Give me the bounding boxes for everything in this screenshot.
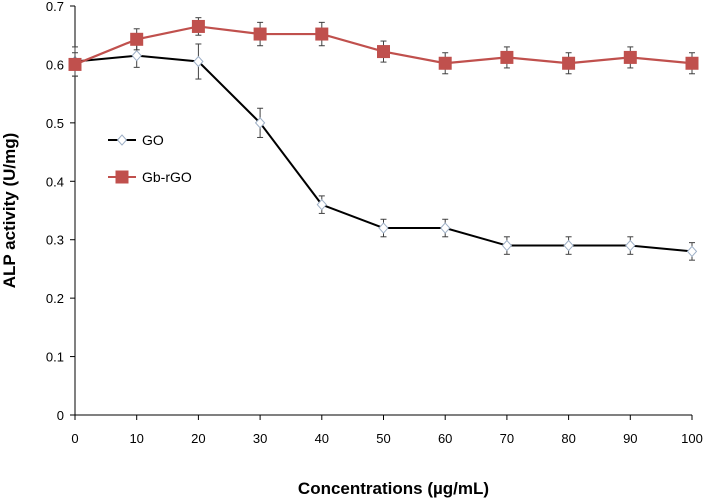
y-tick-label: 0.7 bbox=[46, 0, 64, 14]
data-point-go bbox=[686, 245, 698, 258]
data-point-go bbox=[440, 222, 451, 234]
data-point-go bbox=[131, 49, 142, 62]
data-point-gb-rgo bbox=[377, 45, 390, 59]
x-axis-title: Concentrations (µg/mL) bbox=[298, 479, 489, 498]
x-tick-label: 30 bbox=[253, 431, 267, 446]
data-point-gb-rgo bbox=[438, 56, 452, 70]
data-point-go bbox=[193, 55, 204, 68]
x-tick-label: 70 bbox=[500, 431, 514, 446]
x-tick-label: 80 bbox=[561, 431, 575, 446]
series-go bbox=[69, 43, 698, 261]
data-point-gb-rgo bbox=[500, 50, 514, 64]
data-point-gb-rgo bbox=[623, 50, 637, 64]
data-point-gb-rgo bbox=[315, 27, 329, 41]
data-point-gb-rgo bbox=[68, 57, 82, 71]
legend-label-go: GO bbox=[142, 132, 164, 148]
data-point-gb-rgo bbox=[191, 19, 205, 33]
x-tick-label: 100 bbox=[681, 431, 703, 446]
data-point-go bbox=[625, 239, 636, 252]
y-tick-label: 0.3 bbox=[46, 233, 64, 248]
legend-label-gb-rgo: Gb-rGO bbox=[142, 169, 192, 185]
data-point-go bbox=[254, 117, 266, 129]
data-point-gb-rgo bbox=[130, 32, 144, 46]
y-axis-title: ALP activity (U/mg) bbox=[0, 133, 19, 289]
data-point-go bbox=[378, 222, 389, 234]
legend-item-go: GO bbox=[108, 132, 164, 148]
x-tick-label: 50 bbox=[376, 431, 390, 446]
y-tick-label: 0 bbox=[57, 408, 64, 423]
x-tick-label: 0 bbox=[71, 431, 78, 446]
y-tick-label: 0.4 bbox=[46, 174, 64, 189]
legend-marker-gb-rgo bbox=[115, 170, 129, 184]
legend-item-gb-rgo: Gb-rGO bbox=[108, 169, 192, 185]
x-tick-label: 40 bbox=[315, 431, 329, 446]
y-tick-label: 0.5 bbox=[46, 116, 64, 131]
series bbox=[68, 17, 699, 261]
data-point-go bbox=[563, 239, 574, 252]
series-gb-rgo bbox=[68, 17, 699, 77]
y-tick-label: 0.6 bbox=[46, 57, 64, 72]
x-tick-label: 90 bbox=[623, 431, 637, 446]
legend: GO Gb-rGO bbox=[108, 132, 192, 185]
y-tick-label: 0.1 bbox=[46, 350, 64, 365]
x-tick-label: 20 bbox=[191, 431, 205, 446]
data-point-go bbox=[501, 239, 513, 252]
y-tick-label: 0.2 bbox=[46, 291, 64, 306]
data-point-gb-rgo bbox=[253, 27, 267, 41]
data-point-go bbox=[316, 198, 327, 211]
legend-marker-go bbox=[116, 134, 128, 146]
ticks: 0 0.1 0.2 0.3 0.4 0.5 0.6 0.7 0 10 20 30 40 50 60 70 80 9… bbox=[46, 0, 703, 446]
x-tick-label: 10 bbox=[129, 431, 143, 446]
data-point-gb-rgo bbox=[562, 56, 576, 70]
x-tick-label: 60 bbox=[438, 431, 452, 446]
data-point-gb-rgo bbox=[685, 56, 699, 70]
axes bbox=[74, 6, 692, 416]
